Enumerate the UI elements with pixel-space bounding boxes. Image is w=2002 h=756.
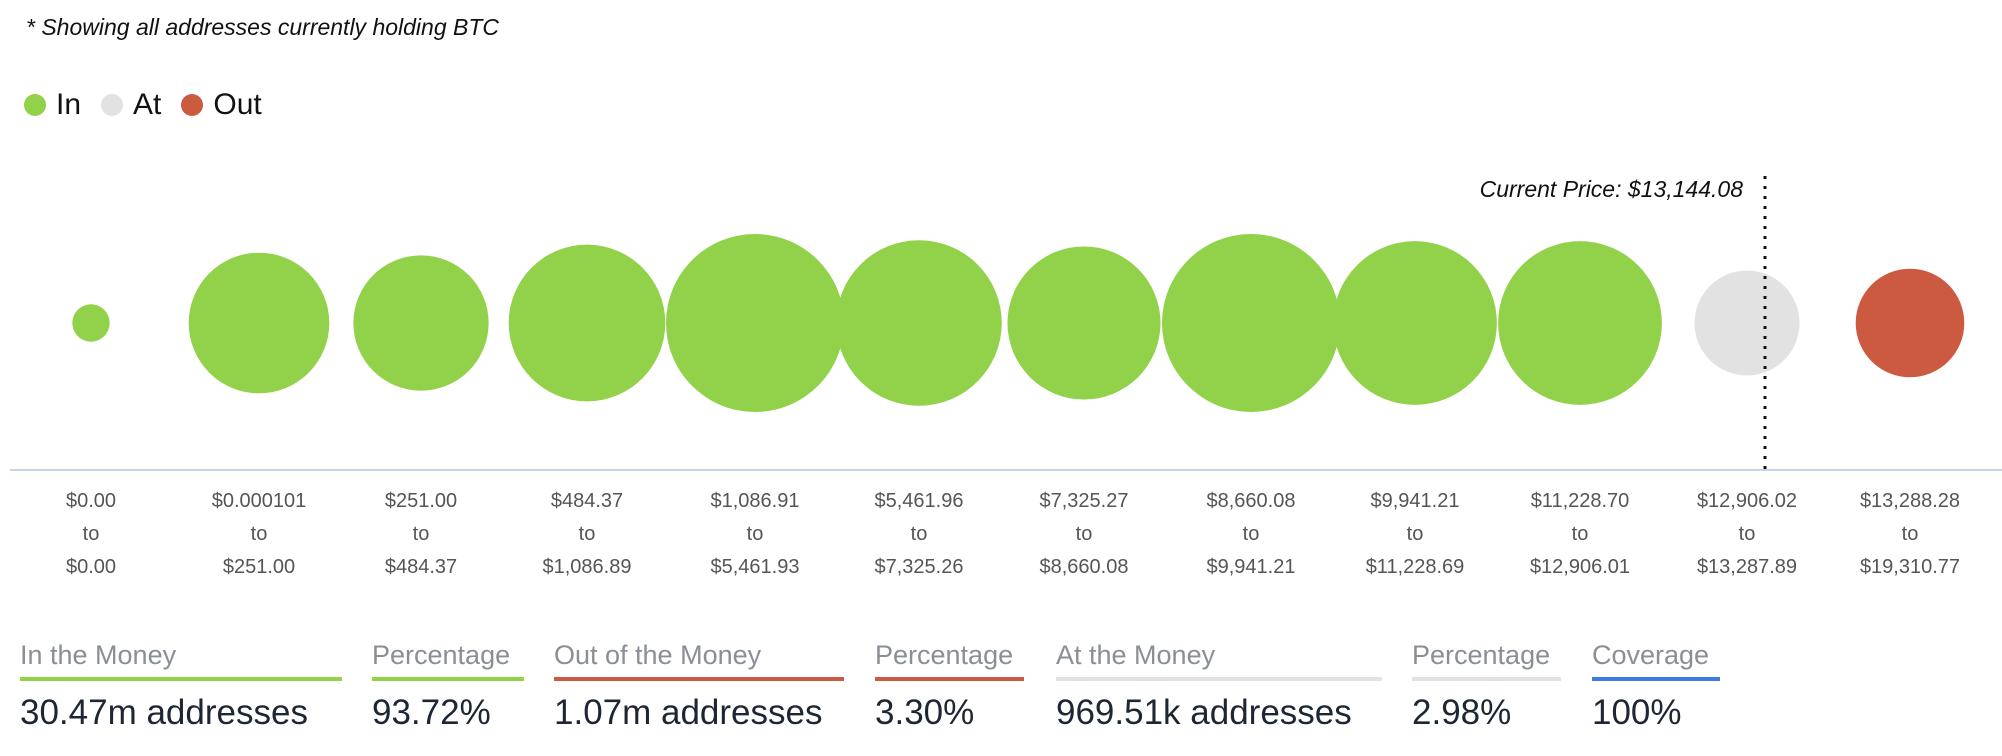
stat-header: Out of the Money (554, 640, 762, 670)
tick-label-from: $0.000101 (212, 490, 307, 512)
stat-color-bar (1592, 677, 1720, 681)
bubble-in[interactable] (508, 244, 666, 402)
stat-color-bar (1056, 677, 1382, 681)
stat-at-percentage: Percentage 2.98% (1412, 640, 1561, 733)
tick-label-to: to (1739, 523, 1756, 545)
bubble-in[interactable] (666, 234, 844, 412)
stat-value: 3.30% (875, 693, 975, 732)
tick-label-from: $8,660.08 (1207, 490, 1296, 512)
tick-label-from: $251.00 (385, 490, 457, 512)
tick-label-to: to (747, 523, 764, 545)
tick-label-to-value: $9,941.21 (1207, 556, 1296, 578)
legend-label: At (133, 88, 162, 121)
tick-label-from: $13,288.28 (1860, 490, 1960, 512)
tick-label-to: to (83, 523, 100, 545)
legend-dot-out (181, 94, 204, 116)
stat-color-bar (372, 677, 524, 681)
current-price-label: Current Price: $13,144.08 (1480, 176, 1744, 202)
tick-label-to: to (1243, 523, 1260, 545)
bubbles (72, 234, 1965, 412)
stat-header: Percentage (1412, 640, 1551, 670)
legend-item-at[interactable]: At (101, 88, 161, 122)
tick-label-to-value: $0.00 (66, 556, 116, 578)
tick-label-from: $9,941.21 (1371, 490, 1460, 512)
bubble-at[interactable] (1694, 270, 1800, 376)
bubble-in[interactable] (1162, 234, 1340, 412)
stat-in-the-money: In the Money 30.47m addresses (20, 640, 342, 733)
tick-label-to: to (413, 523, 430, 545)
tick-label-to: to (579, 523, 596, 545)
bubble-in[interactable] (353, 255, 489, 391)
tick-label-from: $12,906.02 (1697, 490, 1797, 512)
stat-value: 1.07m addresses (554, 693, 823, 732)
stat-color-bar (554, 677, 844, 681)
stat-color-bar (1412, 677, 1561, 681)
stat-header: Percentage (372, 640, 511, 670)
bubble-in[interactable] (1498, 241, 1662, 405)
bubble-in[interactable] (1007, 246, 1161, 400)
chart-note: * Showing all addresses currently holdin… (26, 14, 500, 40)
tick-label-to: to (911, 523, 928, 545)
bubble-in[interactable] (836, 240, 1002, 406)
legend-label: In (56, 88, 82, 121)
tick-label-from: $0.00 (66, 490, 116, 512)
stat-in-percentage: Percentage 93.72% (372, 640, 524, 733)
stat-color-bar (875, 677, 1024, 681)
stat-coverage: Coverage 100% (1592, 640, 1720, 733)
legend: In At Out (24, 88, 282, 122)
tick-label-to-value: $13,287.89 (1697, 556, 1797, 578)
tick-label-to-value: $484.37 (385, 556, 457, 578)
stat-out-of-the-money: Out of the Money 1.07m addresses (554, 640, 844, 733)
stat-header: At the Money (1056, 640, 1216, 670)
legend-item-out[interactable]: Out (181, 88, 262, 122)
stat-at-the-money: At the Money 969.51k addresses (1056, 640, 1382, 733)
stat-header: In the Money (20, 640, 177, 670)
stat-value: 2.98% (1412, 693, 1512, 732)
tick-label-to: to (1902, 523, 1919, 545)
bubble-in[interactable] (188, 252, 330, 394)
legend-dot-at (101, 94, 124, 116)
tick-labels: $0.00 to $0.00 $0.000101 to $251.00 $251.00 to $… (66, 490, 1960, 578)
tick-label-to-value: $251.00 (223, 556, 295, 578)
stat-out-percentage: Percentage 3.30% (875, 640, 1024, 733)
stat-header: Coverage (1592, 640, 1710, 670)
tick-label-from: $1,086.91 (711, 490, 800, 512)
tick-label-to-value: $11,228.69 (1366, 556, 1465, 578)
legend-dot-in (24, 94, 46, 116)
tick-label-to: to (1076, 523, 1093, 545)
tick-label-from: $11,228.70 (1531, 490, 1630, 512)
stat-value: 93.72% (372, 693, 491, 732)
tick-label-from: $5,461.96 (875, 490, 964, 512)
tick-label-to-value: $12,906.01 (1530, 556, 1630, 578)
stat-value: 30.47m addresses (20, 693, 308, 732)
tick-label-to: to (1572, 523, 1589, 545)
legend-item-in[interactable]: In (24, 88, 81, 122)
stat-header: Percentage (875, 640, 1014, 670)
tick-label-from: $7,325.27 (1040, 490, 1129, 512)
bubble-in[interactable] (72, 304, 110, 342)
bubble-in[interactable] (1333, 241, 1497, 405)
tick-label-to-value: $5,461.93 (711, 556, 800, 578)
tick-label-to: to (1407, 523, 1424, 545)
tick-label-to-value: $7,325.26 (875, 556, 964, 578)
stat-value: 969.51k addresses (1056, 693, 1352, 732)
legend-label: Out (213, 88, 262, 121)
stat-value: 100% (1592, 693, 1682, 732)
tick-label-to: to (251, 523, 268, 545)
bubble-chart: $0.00 to $0.00 $0.000101 to $251.00 $251.00 to $… (10, 176, 2002, 578)
stat-color-bar (20, 677, 342, 681)
tick-label-to-value: $1,086.89 (543, 556, 632, 578)
tick-label-from: $484.37 (551, 490, 623, 512)
bubble-out[interactable] (1855, 268, 1965, 378)
tick-label-to-value: $19,310.77 (1860, 556, 1960, 578)
tick-label-to-value: $8,660.08 (1040, 556, 1129, 578)
